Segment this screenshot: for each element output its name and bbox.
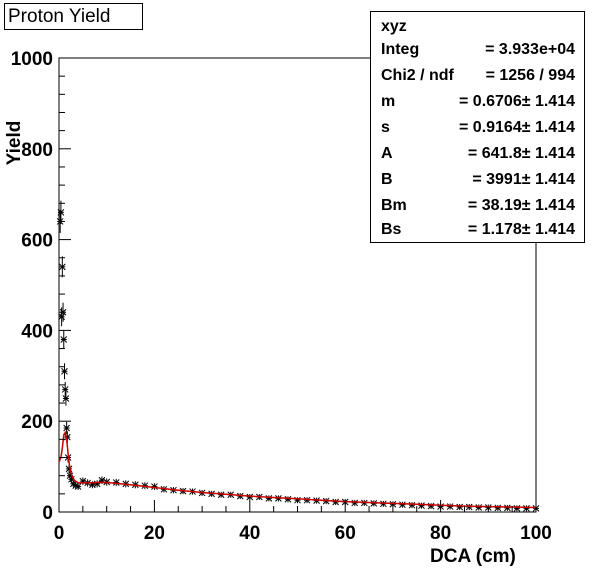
stat-row-b: B = 3991± 1.414 — [381, 171, 581, 195]
x-axis-title: DCA (cm) — [430, 546, 516, 567]
data-point — [303, 496, 311, 504]
data-point — [494, 504, 502, 512]
data-point — [79, 477, 87, 485]
x-tick-label: 100 — [520, 523, 552, 544]
fit-curve — [58, 430, 537, 509]
stat-row-s: s = 0.9164± 1.414 — [381, 119, 581, 143]
x-tick-label: 40 — [239, 523, 260, 544]
stat-name: Chi2 / ndf — [381, 67, 454, 84]
stat-name: B — [381, 171, 393, 188]
stat-value: = 38.19± 1.414 — [467, 197, 575, 214]
data-point — [61, 381, 69, 397]
y-tick-label: 1000 — [11, 49, 53, 70]
data-point — [57, 200, 65, 225]
y-axis-title: Yield — [4, 120, 25, 166]
y-tick-label: 200 — [21, 412, 53, 433]
data-point — [351, 499, 359, 507]
stat-row-bm: Bm = 38.19± 1.414 — [381, 197, 581, 221]
stat-row-chi2: Chi2 / ndf = 1256 / 994 — [381, 67, 581, 91]
data-point — [504, 504, 511, 512]
stats-box: xyz Integ = 3.933e+04 Chi2 / ndf = 1256 … — [370, 11, 585, 243]
stat-value: = 3.933e+04 — [485, 41, 575, 58]
stat-name: m — [381, 93, 396, 110]
stat-row-integ: Integ = 3.933e+04 — [381, 41, 581, 65]
data-point — [446, 503, 454, 510]
x-tick-label: 0 — [54, 523, 65, 544]
x-tick-label: 20 — [144, 523, 165, 544]
stat-name: Integ — [381, 41, 420, 58]
stats-title: xyz — [381, 18, 407, 35]
data-point — [332, 498, 340, 506]
data-point — [58, 256, 66, 278]
y-axis-title-wrap: Yield — [3, 113, 27, 173]
data-point — [399, 501, 406, 509]
data-point — [60, 330, 68, 349]
stat-value: = 0.9164± 1.414 — [459, 119, 575, 136]
y-tick-label: 800 — [21, 140, 53, 161]
stat-row-a: A = 641.8± 1.414 — [381, 145, 581, 169]
data-point — [61, 363, 68, 380]
histogram-title-box: Proton Yield — [4, 3, 143, 30]
stat-name: s — [381, 119, 390, 136]
data-point — [74, 483, 82, 490]
stat-row-m: m = 0.6706± 1.414 — [381, 93, 581, 117]
data-point — [93, 480, 101, 488]
stat-row-bs: Bs = 1.178± 1.414 — [381, 221, 581, 245]
data-point — [456, 503, 464, 511]
data-point — [418, 502, 425, 509]
data-point — [246, 493, 254, 501]
data-point — [284, 495, 292, 503]
stat-value: = 641.8± 1.414 — [467, 145, 575, 162]
stat-value: = 3991± 1.414 — [472, 171, 575, 188]
y-tick-label: 400 — [21, 321, 53, 342]
data-point — [465, 503, 473, 511]
data-point — [523, 505, 530, 512]
data-point — [62, 391, 70, 406]
y-tick-label: 0 — [42, 503, 53, 524]
data-point — [408, 501, 416, 509]
stat-name: A — [381, 145, 393, 162]
stat-name: Bs — [381, 221, 402, 238]
stat-value: = 1256 / 994 — [485, 67, 575, 84]
data-point — [427, 502, 435, 510]
x-tick-label: 80 — [430, 523, 451, 544]
data-point — [63, 421, 70, 435]
stat-value: = 1.178± 1.414 — [467, 221, 575, 238]
histogram-title: Proton Yield — [8, 6, 111, 27]
stat-name: Bm — [381, 197, 407, 214]
stat-value: = 0.6706± 1.414 — [459, 93, 575, 110]
y-tick-label: 600 — [21, 231, 53, 252]
x-tick-label: 60 — [335, 523, 356, 544]
data-point — [513, 505, 521, 512]
data-point — [475, 504, 483, 511]
data-point — [265, 495, 273, 502]
